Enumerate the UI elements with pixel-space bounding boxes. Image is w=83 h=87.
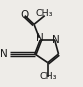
Text: O: O <box>20 10 28 20</box>
Text: CH₃: CH₃ <box>36 9 53 18</box>
Text: CH₃: CH₃ <box>39 72 57 82</box>
Text: N: N <box>52 35 60 45</box>
Text: N: N <box>36 33 44 43</box>
Text: N: N <box>0 49 8 59</box>
